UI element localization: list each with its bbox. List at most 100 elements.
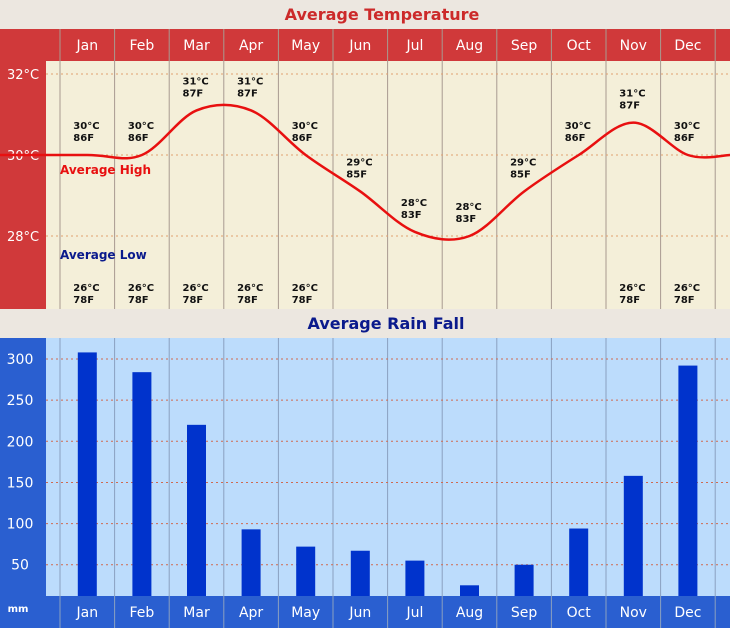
- rainfall-month-footer: [0, 596, 730, 628]
- low-temp-label-fahrenheit: 78F: [73, 295, 94, 306]
- rainfall-month-label: Mar: [183, 605, 210, 621]
- rainfall-title-bar: [0, 309, 730, 338]
- rainfall-y-tick-label: 50: [11, 558, 29, 574]
- rainfall-bar: [514, 564, 534, 596]
- rainfall-month-label: Dec: [674, 605, 701, 621]
- rainfall-month-label: May: [291, 605, 320, 621]
- low-temp-label-fahrenheit: 78F: [619, 295, 640, 306]
- low-temp-label-fahrenheit: 78F: [183, 295, 204, 306]
- rainfall-y-tick-label: 200: [7, 434, 34, 450]
- rainfall-month-label: Sep: [511, 605, 538, 621]
- temperature-month-label: Aug: [456, 38, 483, 54]
- high-temp-label-fahrenheit: 86F: [674, 133, 695, 144]
- high-temp-label-fahrenheit: 85F: [510, 169, 531, 180]
- rainfall-bar: [77, 352, 97, 596]
- high-temp-label-celsius: 30°C: [674, 121, 700, 132]
- rainfall-month-label: Feb: [130, 605, 155, 621]
- temperature-axis-labels: 34°C32°C30°C28°C26°C24°CJanFebMarAprMayJ…: [7, 0, 702, 407]
- high-temp-label-fahrenheit: 83F: [401, 210, 422, 221]
- high-temp-label-celsius: 30°C: [565, 121, 591, 132]
- temperature-month-label: Oct: [567, 38, 592, 54]
- temperature-month-label: Apr: [239, 38, 263, 54]
- high-temp-label-celsius: 30°C: [73, 121, 99, 132]
- low-temp-label-fahrenheit: 78F: [128, 295, 149, 306]
- rainfall-unit-label: mm: [8, 604, 29, 615]
- high-temp-label-fahrenheit: 86F: [292, 133, 313, 144]
- rainfall-y-axis: [0, 338, 46, 596]
- rainfall-title: Average Rain Fall: [308, 314, 465, 333]
- high-temp-label-celsius: 31°C: [619, 89, 645, 100]
- rainfall-bar: [132, 372, 152, 596]
- temperature-month-label: Nov: [620, 38, 647, 54]
- rainfall-bar: [350, 550, 370, 596]
- rainfall-month-label: Nov: [620, 605, 647, 621]
- low-temp-label-celsius: 26°C: [619, 283, 645, 294]
- temperature-month-label: Jan: [76, 38, 99, 54]
- temperature-month-label: Jun: [348, 38, 371, 54]
- low-temp-label-celsius: 26°C: [237, 283, 263, 294]
- rainfall-bar: [187, 424, 206, 596]
- rainfall-grid: [46, 338, 730, 628]
- rainfall-month-label: Jul: [405, 605, 423, 621]
- rainfall-month-label: Apr: [239, 605, 263, 621]
- high-temp-label-fahrenheit: 86F: [128, 133, 149, 144]
- high-temp-label-fahrenheit: 87F: [183, 88, 204, 99]
- temperature-month-label: Mar: [183, 38, 210, 54]
- rainfall-y-tick-label: 300: [7, 352, 34, 368]
- rainfall-axis-labels: 300 250 200 150 100 50 Jan Feb Mar Apr May Jun Jul Au…: [7, 352, 702, 621]
- rainfall-bar: [241, 529, 261, 596]
- rainfall-month-label: Jan: [76, 605, 99, 621]
- temperature-month-label: Dec: [674, 38, 701, 54]
- high-temp-label-celsius: 30°C: [292, 121, 318, 132]
- temperature-y-tick-label: 34°C: [7, 0, 39, 2]
- high-temp-label-celsius: 30°C: [128, 121, 154, 132]
- high-temp-label-celsius: 28°C: [401, 198, 427, 209]
- low-temp-label-fahrenheit: 78F: [292, 295, 313, 306]
- temperature-month-label: Sep: [511, 38, 538, 54]
- rainfall-y-tick-label: 150: [7, 475, 34, 491]
- rainfall-bar: [405, 560, 425, 596]
- high-temp-label-celsius: 29°C: [346, 157, 372, 168]
- rainfall-bar: [460, 585, 479, 596]
- temperature-month-label: May: [291, 38, 320, 54]
- rainfall-bar: [678, 365, 698, 596]
- temperature-month-label: Feb: [130, 38, 155, 54]
- high-temp-label-fahrenheit: 86F: [73, 133, 94, 144]
- temperature-y-tick-label: 30°C: [7, 149, 39, 164]
- temperature-title: Average Temperature: [285, 5, 480, 24]
- temperature-month-label: Jul: [405, 38, 423, 54]
- high-temp-label-fahrenheit: 83F: [456, 214, 477, 225]
- temperature-y-axis: [0, 61, 46, 309]
- legend-average-high: Average High: [60, 163, 151, 177]
- low-temp-label-fahrenheit: 78F: [674, 295, 695, 306]
- rainfall-y-tick-label: 100: [7, 517, 34, 533]
- legend-average-low: Average Low: [60, 248, 147, 262]
- high-temp-label-celsius: 29°C: [510, 157, 536, 168]
- rainfall-bars: [77, 352, 698, 596]
- rainfall-month-label: Aug: [456, 605, 483, 621]
- high-temp-label-celsius: 31°C: [237, 76, 263, 87]
- rainfall-bar: [623, 475, 643, 596]
- high-temp-label-fahrenheit: 85F: [346, 169, 367, 180]
- low-temp-label-celsius: 26°C: [674, 283, 700, 294]
- temperature-y-tick-label: 28°C: [7, 230, 39, 245]
- rainfall-month-label: Oct: [567, 605, 592, 621]
- low-temp-label-celsius: 26°C: [183, 283, 209, 294]
- temperature-title-bar: [0, 0, 730, 29]
- average-high-line: [0, 103, 730, 241]
- rainfall-y-tick-label: 250: [7, 393, 34, 409]
- high-temp-label-celsius: 31°C: [183, 76, 209, 87]
- high-temp-label-fahrenheit: 87F: [237, 88, 258, 99]
- low-temp-label-celsius: 26°C: [128, 283, 154, 294]
- temperature-y-tick-label: 32°C: [7, 68, 39, 83]
- rainfall-bar: [569, 528, 589, 596]
- temperature-month-header: [0, 29, 730, 61]
- high-temp-label-fahrenheit: 87F: [619, 101, 640, 112]
- low-temp-label-celsius: 26°C: [292, 283, 318, 294]
- rainfall-month-label: Jun: [348, 605, 371, 621]
- high-temp-label-fahrenheit: 86F: [565, 133, 586, 144]
- low-temp-label-celsius: 26°C: [73, 283, 99, 294]
- high-temp-label-celsius: 28°C: [456, 202, 482, 213]
- rainfall-bar: [296, 546, 316, 596]
